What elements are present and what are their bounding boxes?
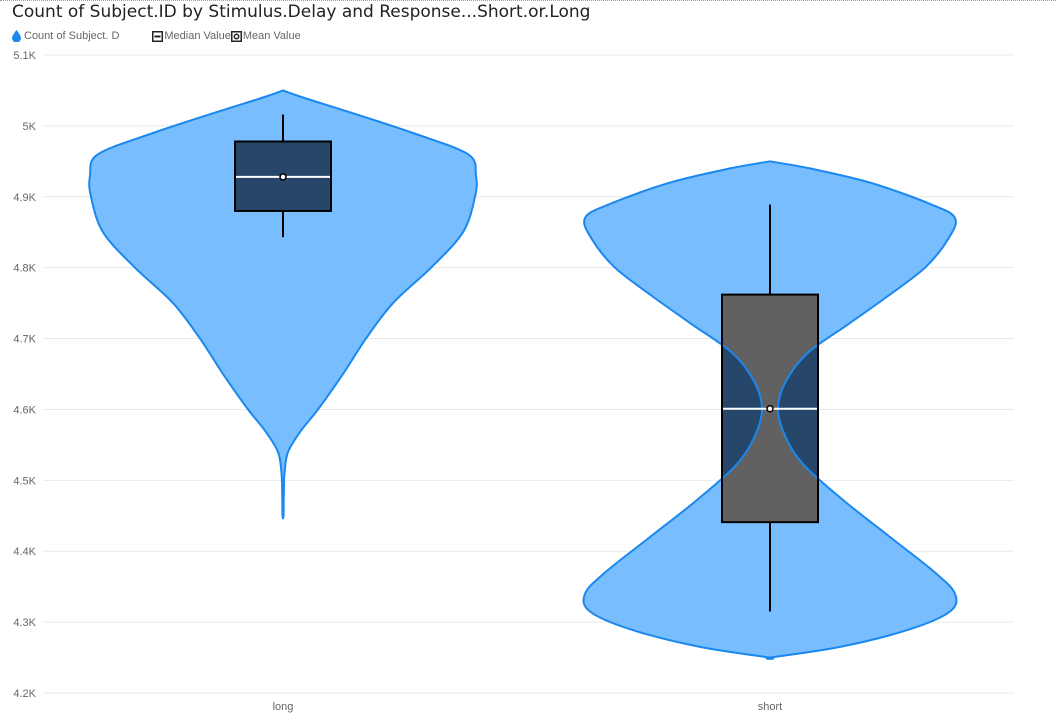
mean-marker-long [279, 173, 287, 181]
legend-item-mean: Mean Value [230, 30, 301, 42]
y-tick-label: 4.6K [13, 404, 36, 416]
mean-circle-icon [230, 30, 242, 42]
y-tick-label: 4.4K [13, 546, 36, 558]
legend-item-median: Median Value [152, 30, 231, 42]
y-tick-label: 4.8K [13, 263, 36, 275]
legend-item-count: Count of Subject. D [12, 30, 119, 42]
legend-label-count: Count of Subject. D [24, 30, 120, 42]
y-tick-label: 4.9K [13, 192, 36, 204]
top-border [0, 0, 1056, 1]
legend-label-mean: Mean Value [242, 30, 301, 42]
y-tick-label: 4.2K [13, 688, 36, 700]
y-tick-label: 5K [23, 121, 37, 133]
box-outline-short [721, 293, 819, 524]
y-tick-label: 4.5K [13, 475, 36, 487]
median-square-icon [152, 30, 164, 42]
violin-outline-short [582, 160, 958, 660]
droplet-icon [12, 30, 21, 42]
legend: Count of Subject. D Median Value Mean Va… [12, 28, 301, 44]
x-tick-label: short [758, 701, 782, 713]
y-tick-label: 4.7K [13, 334, 36, 346]
chart-title: Count of Subject.ID by Stimulus.Delay an… [12, 2, 591, 22]
legend-label-median: Median Value [164, 30, 231, 42]
box-outline-long [234, 140, 332, 212]
mean-marker-short [766, 404, 774, 413]
violin-long [89, 90, 477, 519]
x-tick-label: long [273, 701, 294, 713]
y-tick-label: 5.1K [13, 50, 36, 62]
y-tick-label: 4.3K [13, 617, 36, 629]
violin-outline-long [88, 89, 478, 520]
